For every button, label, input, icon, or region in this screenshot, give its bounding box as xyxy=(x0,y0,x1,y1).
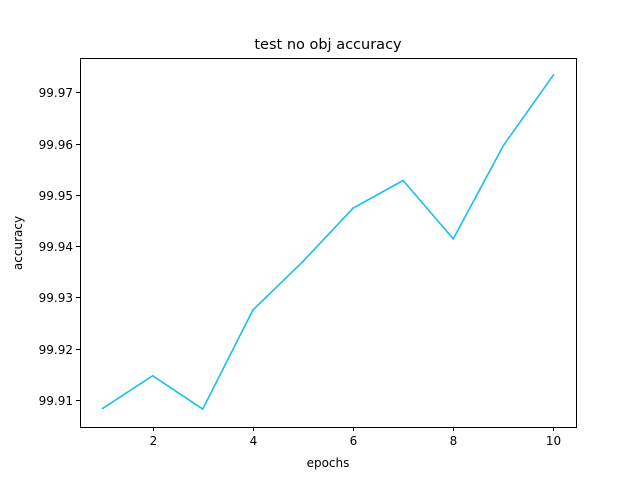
plot-area xyxy=(101,74,555,410)
data-point xyxy=(101,407,104,410)
data-point xyxy=(552,74,555,76)
y-tick-label: 99.96 xyxy=(39,138,73,152)
x-axis-label: epochs xyxy=(307,456,350,470)
y-axis-ticks: 99.91 99.92 99.93 99.94 99.95 99.96 99.97 xyxy=(39,86,80,408)
data-point xyxy=(201,408,204,410)
y-tick-label: 99.93 xyxy=(39,291,73,305)
y-tick-label: 99.94 xyxy=(39,240,73,254)
chart-title: test no obj accuracy xyxy=(254,37,402,53)
x-tick-label: 4 xyxy=(250,434,258,448)
axes-frame xyxy=(80,58,577,428)
data-point xyxy=(402,179,405,182)
x-tick-label: 2 xyxy=(150,434,158,448)
data-point xyxy=(452,238,455,240)
x-tick-label: 6 xyxy=(350,434,358,448)
x-axis-ticks: 2 4 6 8 10 xyxy=(150,427,561,448)
data-point xyxy=(151,374,154,377)
y-tick-label: 99.95 xyxy=(39,189,73,203)
data-point xyxy=(502,144,505,147)
y-tick-label: 99.97 xyxy=(39,86,73,100)
x-tick-label: 10 xyxy=(546,434,561,448)
data-point xyxy=(352,207,354,210)
y-tick-label: 99.92 xyxy=(39,343,73,357)
series-line-1 xyxy=(102,74,555,410)
x-tick-label: 8 xyxy=(450,434,458,448)
data-point xyxy=(302,260,304,263)
y-tick-label: 99.91 xyxy=(39,394,73,408)
data-point xyxy=(251,309,254,312)
y-axis-label: accuracy xyxy=(11,216,25,270)
